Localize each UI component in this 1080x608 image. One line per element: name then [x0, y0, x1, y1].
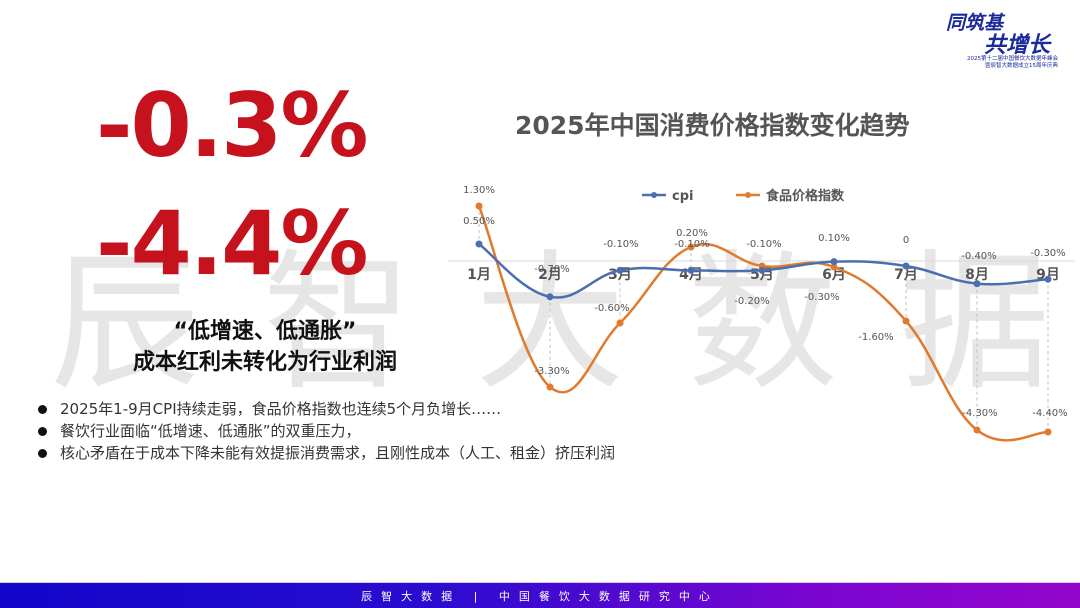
bullet-dot-icon	[38, 449, 47, 458]
food-value-label: -0.20%	[734, 296, 769, 307]
food-value-label: -1.60%	[858, 332, 893, 343]
legend-marker-icon	[745, 192, 751, 198]
cpi-data-point	[475, 240, 483, 248]
cpi-value-label: -0.70%	[534, 264, 569, 275]
bullet-item: 核心矛盾在于成本下降未能有效提振消费需求，且刚性成本（人工、租金）挤压利润	[36, 442, 636, 464]
food-data-point	[902, 317, 910, 325]
food-data-point	[546, 383, 554, 391]
chart-title: 2025年中国消费价格指数变化趋势	[515, 111, 910, 140]
food-value-label: 0.20%	[676, 228, 708, 239]
food-data-point	[830, 263, 838, 271]
cpi-data-point	[973, 280, 981, 288]
food-data-point	[1044, 428, 1052, 436]
legend-marker-icon	[651, 192, 657, 198]
cpi-data-point	[616, 266, 624, 274]
x-tick-label: 7月	[894, 267, 918, 283]
food-value-label: -4.40%	[1032, 408, 1067, 419]
bullet-list: 2025年1-9月CPI持续走弱，食品价格指数也连续5个月负增长…… 餐饮行业面…	[36, 398, 636, 464]
event-logo: 同筑基 共增长 2025第十二届中国餐饮大数据年峰会 暨辰智大数据成立15周年庆…	[918, 12, 1058, 70]
x-tick-label: 1月	[467, 267, 491, 283]
cpi-value-label: -0.30%	[1030, 248, 1065, 259]
cpi-value-label: 0	[903, 235, 909, 246]
food-value-label: 1.30%	[463, 185, 495, 196]
legend-label: 食品价格指数	[766, 188, 845, 204]
cpi-data-point	[1044, 275, 1052, 283]
cpi-data-point	[546, 293, 554, 301]
food-data-point	[687, 243, 695, 251]
cpi-value-label: 0.50%	[463, 216, 495, 227]
bullet-dot-icon	[38, 405, 47, 414]
cpi-data-point	[687, 266, 695, 274]
logo-line-1: 同筑基	[946, 12, 1004, 34]
food-headline-value: -4.4%	[96, 192, 369, 295]
food-value-label: -0.60%	[594, 303, 629, 314]
footer-text: 辰智大数据 | 中国餐饮大数据研究中心	[361, 589, 719, 603]
cpi-value-label: -0.10%	[603, 239, 638, 250]
slogan: “低增速、低通胀” 成本红利未转化为行业利润	[80, 316, 450, 378]
food-data-point	[616, 319, 624, 327]
cpi-value-label: -0.10%	[746, 239, 781, 250]
cpi-value-label: -0.40%	[961, 251, 996, 262]
logo-line-2: 共增长	[983, 32, 1050, 58]
bullet-item: 2025年1-9月CPI持续走弱，食品价格指数也连续5个月负增长……	[36, 398, 636, 420]
x-tick-label: 6月	[822, 267, 846, 283]
cpi-data-point	[830, 258, 838, 266]
slogan-line-1: “低增速、低通胀”	[173, 319, 357, 344]
cpi-value-label: 0.10%	[818, 233, 850, 244]
bullet-item: 餐饮行业面临“低增速、低通胀”的双重压力，	[36, 420, 636, 442]
bullet-dot-icon	[38, 427, 47, 436]
cpi-data-point	[902, 262, 910, 270]
logo-line-3: 2025第十二届中国餐饮大数据年峰会	[967, 56, 1058, 62]
legend-label: cpi	[672, 189, 693, 204]
slogan-line-2: 成本红利未转化为行业利润	[132, 350, 397, 375]
food-data-point	[475, 202, 483, 210]
cpi-data-point	[758, 266, 766, 274]
cpi-headline-value: -0.3%	[96, 74, 369, 177]
food-data-point	[973, 426, 981, 434]
food-value-label: -0.30%	[804, 292, 839, 303]
food-value-label: -4.30%	[962, 408, 997, 419]
footer-bar: 辰智大数据 | 中国餐饮大数据研究中心	[0, 582, 1080, 608]
food-value-label: -3.30%	[534, 366, 569, 377]
x-tick-label: 2月	[538, 267, 562, 283]
x-tick-label: 8月	[965, 267, 989, 283]
logo-line-4: 暨辰智大数据成立15周年庆典	[985, 63, 1058, 69]
cpi-value-label: -0.10%	[674, 239, 709, 250]
